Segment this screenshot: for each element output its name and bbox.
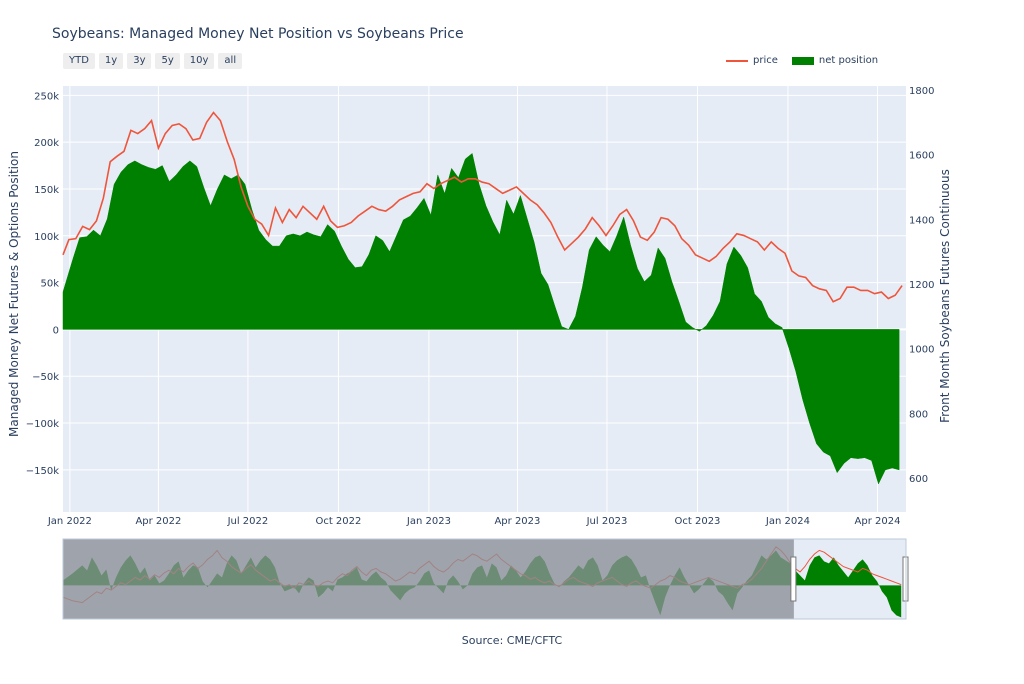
range-button-3y[interactable]: 3y [127, 53, 152, 69]
x-tick-label: Oct 2022 [315, 516, 361, 527]
left-tick-label: −150k [26, 466, 59, 477]
range-selector: YTD 1y 3y 5y 10y all [63, 53, 243, 69]
left-axis-ticks: 250k 200k 150k 100k 50k 0 −50k −100k −150k [26, 91, 59, 477]
left-tick-label: 200k [34, 138, 59, 149]
range-button-ytd[interactable]: YTD [63, 53, 95, 69]
range-button-1y[interactable]: 1y [98, 53, 124, 69]
source-note: Source: CME/CFTC [461, 634, 563, 647]
net-position-series [62, 152, 900, 485]
right-tick-label: 1800 [909, 86, 934, 97]
left-tick-label: 0 [53, 325, 59, 336]
left-tick-label: 100k [34, 232, 59, 243]
right-tick-label: 1600 [909, 151, 934, 162]
left-tick-label: −100k [26, 419, 59, 430]
x-tick-label: Apr 2023 [494, 516, 540, 527]
slider-mask [63, 539, 794, 619]
x-tick-label: Apr 2024 [855, 516, 901, 527]
x-tick-label: Oct 2023 [675, 516, 721, 527]
x-tick-label: Jan 2024 [765, 516, 810, 527]
legend-price-label: price [753, 55, 778, 66]
right-tick-label: 1400 [909, 215, 934, 226]
net-position-area [62, 152, 900, 485]
x-tick-label: Jul 2022 [227, 516, 269, 527]
range-slider[interactable] [62, 538, 909, 620]
right-tick-label: 1200 [909, 280, 934, 291]
right-tick-label: 800 [909, 409, 928, 420]
legend-item-net[interactable]: net position [791, 55, 879, 66]
price-line [62, 111, 903, 303]
price-series [62, 111, 903, 303]
legend-net-swatch [791, 56, 814, 65]
range-button-5y[interactable]: 5y [155, 53, 180, 69]
left-tick-label: 50k [40, 279, 59, 290]
x-tick-label: Jan 2022 [47, 516, 92, 527]
slider-border [62, 538, 907, 620]
range-button-10y[interactable]: 10y [183, 53, 215, 69]
slider-handle-left[interactable] [790, 556, 797, 602]
x-tick-label: Jul 2023 [586, 516, 628, 527]
legend-net-label: net position [818, 55, 879, 66]
left-axis-title: Managed Money Net Futures & Options Posi… [7, 151, 21, 437]
range-button-all[interactable]: all [218, 53, 243, 69]
right-tick-label: 1000 [909, 345, 934, 356]
legend-item-price[interactable]: price [726, 55, 778, 66]
legend: price net position [726, 55, 892, 66]
left-tick-label: 150k [34, 185, 59, 196]
left-tick-label: 250k [34, 91, 59, 102]
chart-title: Soybeans: Managed Money Net Position vs … [52, 26, 464, 42]
x-tick-label: Jan 2023 [406, 516, 451, 527]
x-tick-label: Apr 2022 [135, 516, 181, 527]
left-tick-label: −50k [32, 372, 59, 383]
legend-price-swatch [726, 59, 748, 62]
right-axis-title: Front Month Soybeans Futures Continuous [938, 169, 952, 423]
right-axis-ticks: 1800 1600 1400 1200 1000 800 600 [909, 86, 934, 485]
right-tick-label: 600 [909, 474, 928, 485]
x-axis-ticks: Jan 2022 Apr 2022 Jul 2022 Oct 2022 Jan 2023… [47, 516, 901, 527]
